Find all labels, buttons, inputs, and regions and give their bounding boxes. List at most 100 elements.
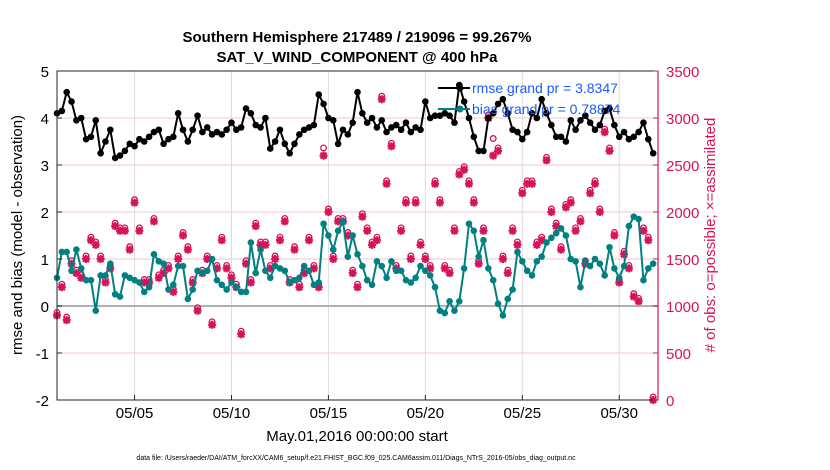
bias-point [577,283,584,291]
rmse-point [160,140,167,148]
obs-assimilated-marker [111,222,120,231]
obs-asterisk [605,146,614,155]
obs-assimilated-marker [140,278,149,287]
rmse-point [359,110,366,117]
rmse-point [586,119,594,126]
bias-point [73,246,80,253]
bias-point [107,260,114,268]
rmse-point [140,138,148,145]
bias-point [140,288,148,296]
bias-point [581,258,589,265]
bias-point [523,267,531,275]
obs-asterisk [629,292,638,301]
obs-assimilated-marker [406,255,415,263]
bias-point [262,267,269,275]
rmse-point [315,91,323,98]
obs-asterisk [508,226,517,235]
obs-assimilated-marker [368,240,377,249]
bias-point [412,274,419,282]
obs-assimilated-marker [57,283,66,292]
obs-asterisk [57,283,66,292]
rmse-point [58,107,66,115]
rmse-point [640,119,647,126]
obs-assimilated-marker [227,273,236,282]
obs-assimilated-marker [615,278,624,287]
obs-asterisk [498,255,507,263]
obs-asterisk [431,179,440,188]
obs-asterisk [489,151,498,160]
obs-assimilated-marker [620,250,629,259]
bias-point [470,227,478,235]
rmse-point [378,117,386,124]
obs-asterisk [634,297,643,306]
rmse-point [339,126,347,134]
obs-assimilated-marker [411,198,420,207]
obs-assimilated-marker [314,283,323,292]
obs-asterisk [421,255,430,263]
obs-assimilated-marker [242,259,251,268]
y-tick-label: 3 [41,158,49,175]
obs-assimilated-marker [203,255,212,263]
legend-rmse-label: rmse grand pr = 3.8347 [472,80,618,96]
bias-point [203,267,211,275]
rmse-point [329,117,337,124]
obs-asterisk [368,240,377,249]
obs-assimilated-marker [382,179,391,188]
rmse-point [179,126,187,134]
rmse-point [630,133,638,141]
bias-point [136,279,143,286]
obs-asterisk [130,198,139,207]
obs-asterisk [188,278,197,287]
obs-assimilated-marker [557,245,566,254]
obs-asterisk [261,240,270,249]
y-axis-right-label: # of obs: o=possible; ×=assimilated [702,118,719,353]
bias-point [150,251,158,258]
obs-assimilated-marker [401,198,410,207]
bias-point [557,225,565,232]
obs-asterisk [77,273,86,282]
obs-assimilated-marker [86,236,95,245]
obs-assimilated-marker [610,231,619,240]
bias-point [499,312,507,319]
obs-asterisk [527,179,536,188]
obs-assimilated-marker [464,179,473,188]
bias-point [208,255,216,263]
obs-assimilated-marker [561,203,570,212]
rmse-point [276,126,284,134]
rmse-point [310,121,318,129]
y-right-tick-label: 3000 [666,111,699,128]
obs-asterisk [67,259,76,268]
bias-point [266,274,274,282]
legend: rmse grand pr = 3.8347 bias grand pr = 0… [438,80,620,117]
obs-asterisk [300,269,309,278]
rmse-point [567,117,575,124]
bias-point [562,232,570,239]
bias-point [344,253,352,260]
obs-asterisk [140,278,149,287]
bias-point [233,283,240,291]
obs-assimilated-marker [629,292,638,301]
obs-assimilated-marker [523,179,532,188]
bias-point [329,246,337,253]
rmse-point [446,112,453,119]
bias-point [116,293,124,300]
obs-asterisk [377,95,386,104]
obs-asterisk [358,212,367,221]
bias-line [56,215,654,319]
obs-asterisk [135,226,144,235]
obs-asterisk [387,142,396,151]
bias-point [165,286,172,293]
rmse-point [397,126,405,134]
rmse-point [480,147,487,155]
obs-assimilated-marker [120,226,129,235]
obs-assimilated-marker [590,179,599,188]
rmse-point [174,110,182,117]
obs-assimilated-marker [329,255,338,263]
obs-assimilated-marker [246,278,255,287]
y-axis-label: rmse and bias (model - observation) [9,115,26,355]
rmse-point [102,138,109,145]
bias-point [552,229,560,237]
rmse-point [422,98,429,105]
bias-point [635,215,642,223]
obs-asterisk [101,278,110,287]
